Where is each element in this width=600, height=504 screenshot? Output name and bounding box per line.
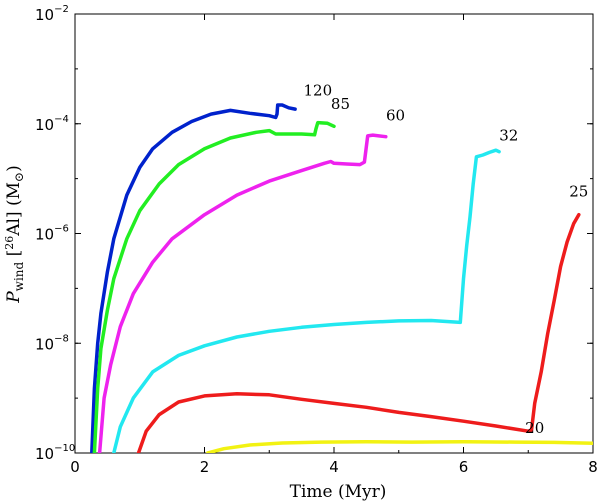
series-line-60 (97, 133, 388, 453)
y-tick-exponent: −8 (54, 333, 69, 344)
y-label-base: P (4, 291, 24, 304)
x-tick-label: 2 (200, 458, 210, 476)
y-tick-label: 10−4 (35, 114, 69, 134)
series-line-20 (205, 440, 593, 453)
y-tick-exponent: −2 (54, 4, 69, 15)
y-tick-label: 10−6 (35, 224, 69, 244)
y-tick-exponent: −4 (54, 114, 69, 125)
series-label-60: 60 (386, 106, 405, 124)
y-label-unit-sym: ⊙ (12, 172, 26, 182)
y-tick-label: 10−2 (35, 4, 69, 24)
series-label-25: 25 (569, 183, 588, 201)
series-line-120 (90, 103, 297, 453)
series-group (90, 103, 593, 453)
x-axis-label: Time (Myr) (290, 482, 387, 502)
series-line-25 (136, 212, 581, 453)
y-label-unit: (M (4, 182, 24, 206)
axis-ticks: 0 2 4 6 8 10−10 10−8 10−6 10−4 10−2 (35, 4, 598, 476)
y-tick-label: 10−10 (35, 443, 75, 463)
series-label-85: 85 (331, 95, 350, 113)
series-line-85 (92, 120, 336, 453)
series-line-32 (112, 148, 501, 453)
y-label-iso-mass: 26 (3, 236, 16, 250)
x-tick-label: 0 (70, 458, 80, 476)
series-label-120: 120 (303, 81, 332, 99)
x-tick-label: 4 (329, 458, 339, 476)
x-tick-label: 6 (459, 458, 469, 476)
y-tick-label: 10−8 (35, 333, 69, 353)
y-label-iso: Al (4, 218, 24, 237)
y-tick-exponent: −6 (54, 224, 69, 235)
series-label-20: 20 (525, 419, 544, 437)
y-tick-exponent: −10 (54, 443, 75, 454)
plot-frame (74, 13, 594, 454)
y-label-sub: wind (12, 261, 26, 291)
y-label-unit-close: ) (4, 165, 24, 172)
x-tick-label: 8 (588, 458, 598, 476)
series-label-32: 32 (499, 126, 518, 144)
y-axis-label: Pwind [26Al] (M⊙) (3, 165, 26, 304)
